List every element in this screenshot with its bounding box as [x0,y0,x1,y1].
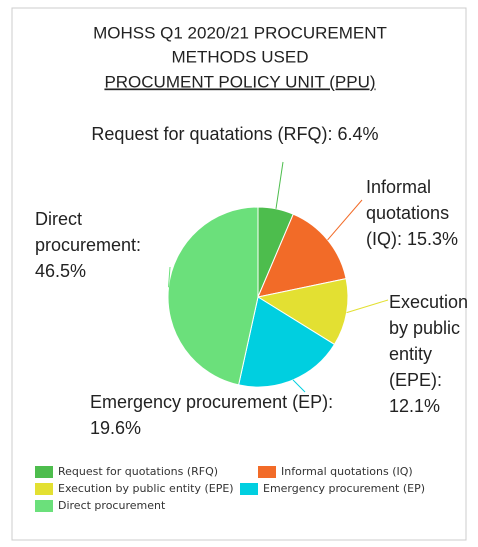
chart-title: PROCUMENT POLICY UNIT (PPU) [104,72,375,91]
data-label: Request for quatations (RFQ): 6.4% [91,124,378,144]
legend-label: Emergency procurement (EP) [263,482,425,495]
legend-swatch [35,466,53,478]
pie-slice [167,206,259,386]
legend-label: Direct procurement [58,499,166,512]
pie-slice [238,296,336,388]
leader-line [327,199,363,241]
legend-label: Execution by public entity (EPE) [58,482,234,495]
chart-title: MOHSS Q1 2020/21 PROCUREMENT [93,23,387,42]
data-label: Execution by public entity (EPE): 12.1% [389,292,468,416]
legend-swatch [35,483,53,495]
legend-label: Informal quotations (IQ) [281,465,413,478]
leader-line [275,161,284,209]
data-label: Emergency procurement (EP): 19.6% [90,392,333,438]
legend-swatch [35,500,53,512]
legend-swatch [258,466,276,478]
data-label: Informal quotations (IQ): 15.3% [366,177,458,249]
legend-swatch [240,483,258,495]
pie-slice [256,278,349,346]
legend-label: Request for quotations (RFQ) [58,465,218,478]
data-label: Direct procurement: 46.5% [35,209,141,281]
leader-line [292,379,306,393]
leader-line [346,299,389,314]
chart-title: METHODS USED [172,47,309,66]
leader-line [168,266,171,288]
pie-slice [257,213,347,298]
frame [11,7,467,541]
